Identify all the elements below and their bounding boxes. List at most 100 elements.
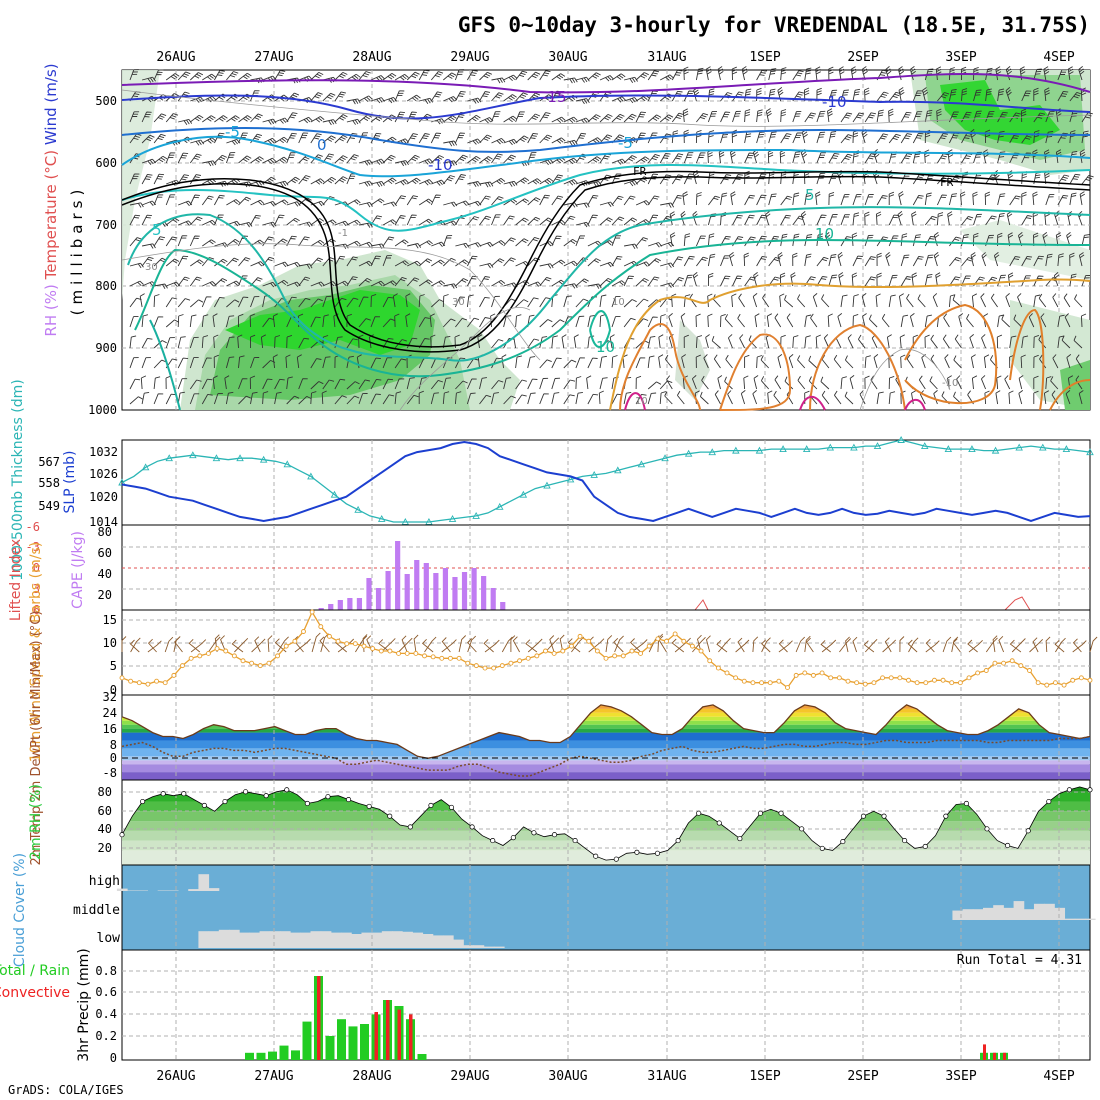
wind-barb <box>756 69 767 81</box>
wind-barb <box>165 217 180 226</box>
wind-barb <box>491 178 506 185</box>
wind-barb <box>346 297 359 308</box>
wind-barb <box>917 294 926 308</box>
wind-barb <box>611 315 621 328</box>
wind-marker <box>957 680 963 686</box>
wind-barb <box>177 174 189 185</box>
wind-barb <box>563 379 576 390</box>
y-tick-label: 1014 <box>89 515 118 529</box>
wind-marker <box>793 672 799 678</box>
thickness-marker <box>448 514 457 522</box>
wind-barb <box>906 354 914 369</box>
wind-barb <box>837 313 843 328</box>
wind-barb <box>189 174 201 185</box>
y-tick-label: 0 <box>33 561 40 575</box>
thickness-marker <box>259 455 268 463</box>
wind-barb <box>479 215 492 226</box>
wind-barb <box>515 70 528 81</box>
wind-barb <box>864 355 871 369</box>
wind-barb <box>936 212 944 226</box>
wind10m-barb <box>588 638 605 653</box>
wind-barb <box>720 174 732 185</box>
thickness-marker <box>661 454 669 462</box>
wind-barb <box>539 319 553 328</box>
cloud-level-label: middle <box>73 903 120 918</box>
wind-marker <box>897 675 903 681</box>
wind-barb <box>666 375 673 390</box>
wind-barb <box>744 276 756 287</box>
wind-barb <box>852 193 862 206</box>
wind-barb <box>406 154 420 164</box>
wind-barb <box>623 155 637 164</box>
cape-bar <box>337 600 343 610</box>
wind-marker <box>396 650 402 656</box>
wind-marker <box>482 665 488 671</box>
cape-bar <box>328 604 334 610</box>
wind-barb <box>189 276 202 287</box>
wind-barb <box>898 293 904 308</box>
wind-barb <box>732 174 743 185</box>
wind10m-barb <box>401 635 408 653</box>
wind10m-barb <box>510 635 516 652</box>
wind-barb <box>971 293 978 308</box>
wind-marker <box>888 675 894 681</box>
thickness-marker <box>991 446 1000 454</box>
thickness-marker <box>637 460 646 468</box>
wind-barb <box>827 108 833 123</box>
wind-barb <box>727 334 733 349</box>
wind-marker <box>447 655 453 661</box>
wind-barb <box>527 132 539 144</box>
wind-barb <box>1038 293 1047 308</box>
thickness-marker <box>566 475 575 483</box>
wind-barb <box>1045 253 1053 267</box>
wind-barb <box>897 211 903 226</box>
wind-barb <box>238 257 251 267</box>
precip-conv-bar <box>993 1052 996 1060</box>
wind-marker <box>154 678 160 684</box>
date-label: 2SEP <box>847 50 878 65</box>
wind-barb <box>370 180 385 187</box>
cloud-bar <box>422 934 434 948</box>
wind-barb <box>491 392 499 405</box>
cape-bar <box>490 588 496 610</box>
wind-barb <box>310 316 321 328</box>
wind-marker <box>352 641 358 647</box>
wind-barb <box>274 335 281 349</box>
wind-barb <box>730 191 736 206</box>
wind-barb <box>1021 152 1032 164</box>
wind-barb <box>491 214 501 226</box>
wind-barb <box>647 276 660 287</box>
wind-barb <box>599 201 614 207</box>
wind-barb <box>838 272 844 287</box>
rh-marker <box>510 835 516 841</box>
li-spikes <box>694 596 1031 611</box>
wind-marker <box>862 681 868 687</box>
wind10m-barb <box>274 638 287 653</box>
wind-barb <box>906 293 914 308</box>
wind-barb <box>140 375 147 390</box>
wind-marker <box>586 638 592 644</box>
wind-barb <box>310 381 324 390</box>
wind-marker <box>404 650 410 656</box>
date-label: 27AUG <box>254 1069 293 1084</box>
wind-barb <box>875 211 882 226</box>
wind-barb <box>539 393 549 405</box>
thickness-marker <box>519 490 528 498</box>
wind-barb <box>864 276 877 287</box>
wind-barb <box>756 256 768 267</box>
wind-barb <box>611 173 622 185</box>
cloud-bar <box>453 939 464 948</box>
wind-barb <box>837 252 843 267</box>
wind-barb <box>515 135 529 144</box>
wind-barb <box>947 211 953 226</box>
wind-marker <box>361 643 367 649</box>
wind-marker <box>413 650 419 656</box>
wind-barb <box>382 378 394 390</box>
wind-barb <box>671 194 683 206</box>
wind-barb <box>515 394 527 405</box>
wind-barb <box>1075 354 1083 369</box>
wind-marker <box>1087 677 1093 683</box>
bottom-date-labels: 26AUG 27AUG 28AUG 29AUG 30AUG 31AUG 1SEP 2SEP 3S… <box>156 1069 1074 1084</box>
wind-barb <box>405 293 411 308</box>
thickness-marker <box>377 514 386 522</box>
